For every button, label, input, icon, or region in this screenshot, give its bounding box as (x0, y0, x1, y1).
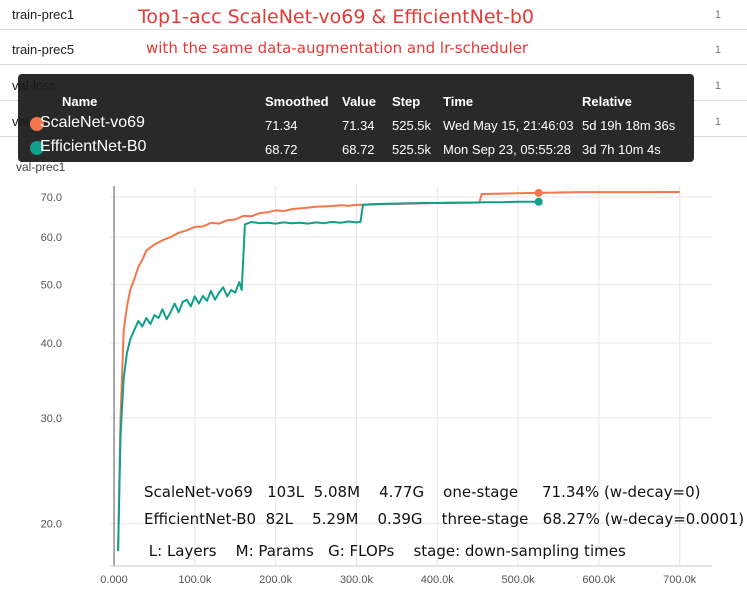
tooltip-row-value: 68.72 (342, 142, 375, 157)
hover-point-1 (534, 197, 543, 206)
run-row-train-prec1[interactable]: train-prec1 1 (0, 0, 747, 30)
tooltip-header-time: Time (443, 94, 474, 109)
x-tick-label: 100.0k (178, 574, 212, 586)
axes: 20.0 30.0 40.0 50.0 60.0 70.0 0.000 100.0k 200.0… (41, 192, 712, 586)
y-tick-label: 20.0 (41, 519, 62, 531)
tooltip-header-step: Step (392, 94, 421, 109)
hover-tooltip: Name Smoothed Value Step Time Relative S… (18, 74, 694, 162)
tooltip-header-relative: Relative (582, 94, 632, 109)
series-swatch-icon (30, 117, 44, 131)
tooltip-row-step: 525.5k (392, 118, 432, 133)
series-swatch-icon (30, 141, 44, 155)
tooltip-row-time: Wed May 15, 21:46:03 (443, 118, 574, 133)
tooltip-row-relative: 5d 19h 18m 36s (582, 118, 676, 133)
run-label: train-prec5 (12, 42, 75, 57)
x-tick-label: 0.000 (100, 574, 128, 586)
run-label: train-prec1 (12, 7, 75, 22)
y-tick-label: 40.0 (41, 338, 62, 350)
chart-overlay-title: Top1-acc ScaleNet-vo69 & EfficientNet-b0 (138, 6, 534, 28)
annotation-scalenet: ScaleNet-vo69 103L 5.08M 4.77G one-stage… (144, 483, 701, 501)
y-tick-label: 70.0 (41, 192, 62, 204)
grid-lines (110, 186, 712, 566)
chart-overlay-subtitle: with the same data-augmentation and lr-s… (146, 39, 529, 57)
y-tick-label: 60.0 (41, 232, 62, 244)
run-count: 1 (714, 44, 721, 56)
y-tick-label: 30.0 (41, 413, 62, 425)
run-count: 1 (714, 80, 721, 92)
run-row-train-prec5[interactable]: train-prec5 1 (0, 35, 747, 65)
tooltip-row-smoothed: 68.72 (265, 142, 298, 157)
x-tick-label: 700.0k (663, 574, 697, 586)
hover-point-0 (534, 188, 543, 197)
series-line-1 (117, 200, 539, 552)
x-tick-label: 600.0k (582, 574, 616, 586)
tooltip-row-name: EfficientNet-B0 (40, 138, 147, 155)
y-tick-label: 50.0 (41, 280, 62, 292)
tooltip-row-relative: 3d 7h 10m 4s (582, 142, 661, 157)
x-tick-label: 200.0k (259, 574, 293, 586)
x-tick-label: 300.0k (340, 574, 374, 586)
tooltip-header-value: Value (342, 94, 376, 109)
annotation-legend-key: L: Layers M: Params G: FLOPs stage: down… (144, 542, 626, 560)
x-tick-label: 400.0k (421, 574, 455, 586)
run-count: 1 (714, 9, 721, 21)
tooltip-header-smoothed: Smoothed (265, 94, 329, 109)
chart-tag-label: val-prec1 (16, 160, 66, 174)
tooltip-header-name: Name (62, 94, 98, 109)
series-line-0 (117, 191, 680, 552)
tooltip-row-smoothed: 71.34 (265, 118, 298, 133)
annotation-efficientnet: EfficientNet-B0 82L 5.29M 0.39G three-st… (144, 510, 745, 528)
tooltip-row-value: 71.34 (342, 118, 375, 133)
run-count: 1 (714, 116, 721, 128)
series-lines (117, 188, 680, 552)
tooltip-row-step: 525.5k (392, 142, 432, 157)
tooltip-row-name: ScaleNet-vo69 (40, 114, 145, 131)
x-tick-label: 500.0k (502, 574, 536, 586)
tooltip-row-time: Mon Sep 23, 05:55:28 (443, 142, 571, 157)
